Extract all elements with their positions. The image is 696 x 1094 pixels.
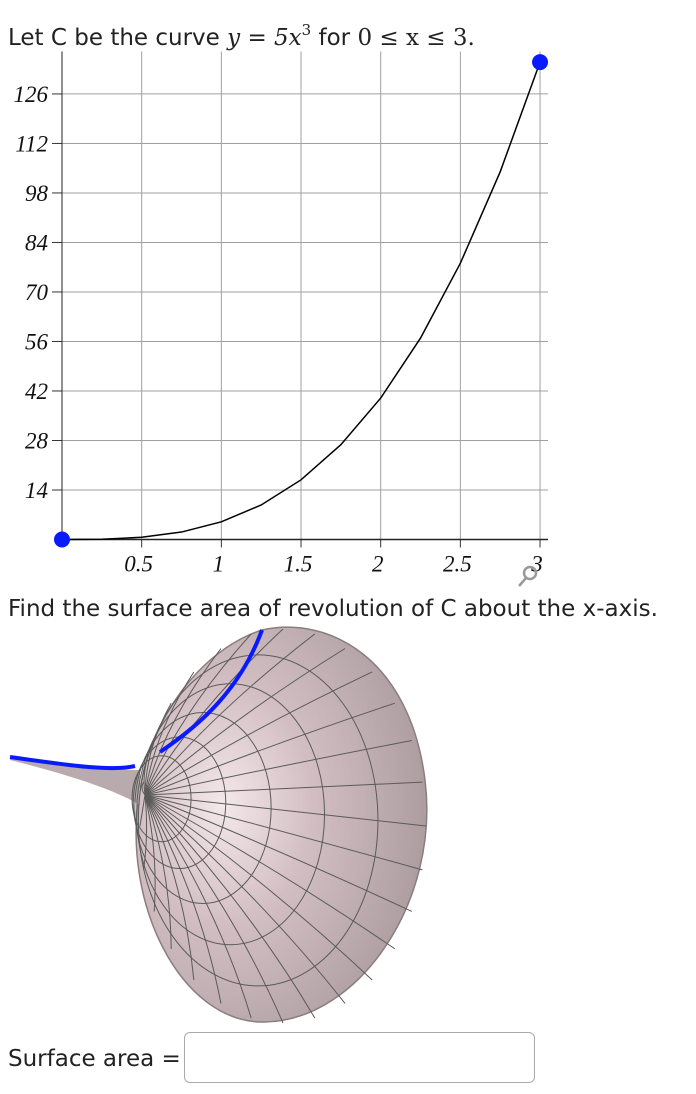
endpoint [532,54,549,71]
surface-figure [9,626,428,1024]
zoom-icon[interactable] [518,565,538,587]
x-tick-label: 0.5 [124,552,153,577]
wire [144,794,316,1019]
wire-ring [136,683,326,946]
condition-word: for [319,25,351,51]
wire [144,702,395,796]
exponent: 3 [302,21,312,39]
wire [141,781,146,796]
wire [144,794,423,871]
chart: 14 28 42 56 70 84 98 112 126 0.5 1 1.5 2 2.5 3 [14,51,549,577]
wire [144,740,412,796]
x-tick-label: 3 [530,552,543,577]
y-tick-label: 56 [25,329,49,354]
y-tick-label: 84 [25,230,48,255]
answer-input[interactable] [184,1032,535,1083]
wire [144,781,423,796]
wire [143,794,148,870]
wire [144,794,427,827]
equation: y = 5x [226,25,302,51]
intro: Let C be the curve [8,25,220,51]
wire [144,794,172,949]
wire [144,671,373,796]
wire [144,671,195,796]
y-tick-label: 112 [15,131,48,156]
x-tick-label: 2 [372,552,384,577]
condition: 0 ≤ x ≤ 3. [357,25,474,51]
y-tick-label: 14 [25,478,48,503]
wire [144,628,284,796]
wire [144,702,172,796]
wire-ring [131,755,192,843]
wire [144,648,346,796]
wire [144,794,222,1004]
endpoint [54,531,70,548]
wire [144,794,284,1024]
wire [144,794,346,1004]
answer-label: Surface area = [8,1046,181,1072]
wire-ring [134,712,272,905]
curve [61,61,541,541]
x-tick-label: 1 [213,552,225,577]
y-tick-label: 98 [25,181,49,206]
y-tick-label: 42 [25,379,48,404]
y-tick-label: 28 [25,428,49,453]
y-tick-label: 70 [25,280,49,305]
wire [139,794,146,827]
x-tick-label: 1.5 [284,552,313,577]
question-text: Let C be the curve y = 5x3 for 0 ≤ x ≤ 3… [8,15,475,51]
wire-ring [137,654,379,987]
wire [144,794,396,950]
x-tick-label: 2.5 [443,552,472,577]
task-text: Find the surface area of revolution of C… [8,596,658,622]
wire [144,794,413,912]
wire [144,794,156,912]
y-tick-label: 126 [14,82,49,107]
wire [144,794,373,981]
wire [144,794,252,1019]
wire [144,633,316,796]
